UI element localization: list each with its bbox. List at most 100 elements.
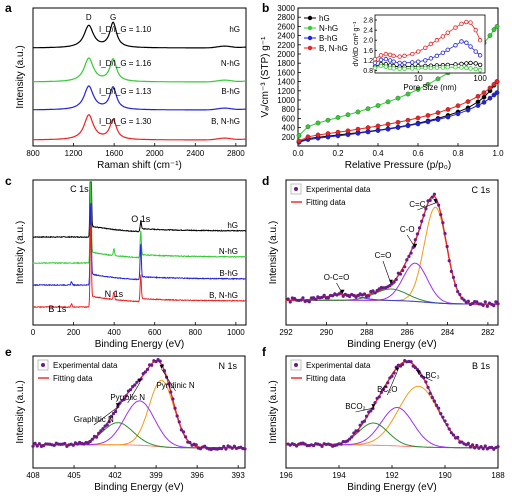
- panel-b-point: [345, 112, 351, 118]
- panel-e-exp-point: [31, 444, 35, 448]
- panel-e-exp-point: [152, 359, 156, 363]
- panel-b-inset-xtick-label: 100: [473, 74, 487, 83]
- panel-a-peak-D: D: [86, 13, 92, 22]
- panel-f-annotation-arrow: [355, 407, 374, 413]
- panel-f-exp-point: [367, 410, 371, 414]
- panel-e-annotation-arrow: [127, 382, 140, 404]
- panel-d-legend-fit: Fitting data: [306, 198, 346, 207]
- panel-e-exp-point: [120, 398, 124, 403]
- panel-f-xtick-label: 196: [279, 471, 293, 480]
- panel-b-point: [465, 107, 471, 113]
- panel-e-exp-point: [232, 444, 236, 448]
- panel-e-exp-point: [54, 441, 58, 445]
- panel-b-point: [435, 110, 441, 116]
- panel-d-exp-point: [441, 221, 445, 225]
- panel-e-xtick-label: 399: [149, 471, 163, 480]
- panel-b-ytick-label: 2200: [277, 41, 295, 50]
- panel-e-exp-point: [99, 429, 103, 433]
- panel-f-exp-point: [468, 445, 473, 449]
- panel-e-xtick-label: 393: [231, 471, 245, 480]
- panel-b-point: [315, 132, 321, 138]
- panel-d-xtick-label: 288: [360, 328, 374, 337]
- panel-d-exp-point: [373, 291, 377, 295]
- panel-f-exp-point: [492, 447, 496, 451]
- panel-b-point: [481, 94, 487, 100]
- panel-e-exp-point: [101, 427, 105, 431]
- panel-b-point: [475, 103, 481, 108]
- panel-d-exp-point: [451, 275, 456, 280]
- panel-d-exp-point: [396, 271, 400, 275]
- panel-b-point: [385, 99, 391, 105]
- panel-a-ratio-label: I_D/I_G = 1.10: [99, 25, 152, 34]
- panel-d-exp-point: [477, 302, 481, 306]
- panel-c-xlabel: Binding Energy (eV): [95, 339, 185, 350]
- panel-a-series-hG: [33, 21, 247, 49]
- panel-b-inset-point: [391, 53, 396, 59]
- panel-b-point: [375, 123, 381, 129]
- panel-c-series-line: [33, 181, 247, 239]
- panel-b-legend-marker: [307, 35, 313, 41]
- panel-b-legend-marker: [307, 45, 313, 51]
- panel-b-point: [491, 82, 497, 87]
- panel-f-exp-point: [348, 437, 352, 441]
- panel-d-exp-point: [409, 251, 413, 255]
- panel-c-frame: [32, 179, 247, 326]
- panel-e-exp-point: [90, 437, 94, 441]
- panel-d-frame: [285, 179, 499, 326]
- panel-f-annotation-label: BCO₂: [345, 402, 365, 411]
- panel-b-point: [375, 103, 381, 108]
- panel-f-exp-point: [430, 395, 434, 400]
- panel-b-inset-point: [387, 58, 393, 63]
- panel-d-exp-point: [460, 296, 464, 300]
- panel-b-inset-point: [397, 54, 402, 59]
- panel-e-exp-point: [126, 389, 130, 393]
- panel-f-exp-point: [432, 399, 436, 403]
- panel-a-xtick-label: 2800: [227, 149, 245, 158]
- panel-f-ylabel: Intensity (a.u.): [268, 380, 279, 443]
- panel-c-series-line: [33, 224, 247, 309]
- panel-b-inset-point: [428, 56, 434, 61]
- panel-b-point: [405, 117, 411, 123]
- panel-d-fit-total: [286, 195, 498, 305]
- panel-b-inset-point: [434, 53, 440, 59]
- panel-e-exp-point: [181, 430, 186, 434]
- panel-b-inset-point: [402, 66, 407, 71]
- panel-e-annotation-head: [115, 403, 120, 408]
- panel-a-xtick-label: 800: [26, 149, 40, 158]
- panel-e-exp-point: [44, 442, 48, 446]
- panel-b-point: [487, 33, 493, 38]
- panel-b-inset-point: [402, 60, 407, 66]
- panel-c-series-label: B, N-hG: [209, 291, 238, 300]
- panel-b-legend-label: B-hG: [319, 34, 338, 43]
- panel-e-exp-point: [111, 411, 116, 416]
- panel-d-exp-point: [494, 300, 498, 304]
- panel-b-point: [385, 126, 391, 132]
- panel-b-inset-point: [397, 60, 402, 66]
- panel-b-inset-point: [410, 60, 415, 65]
- panel-d-exp-point: [424, 207, 428, 211]
- panel-b-inset-point: [445, 30, 450, 35]
- panel-b-inset-point: [372, 60, 378, 66]
- panel-d-exp-point: [328, 293, 333, 298]
- panel-c: c 0 200 400 600 800 1000 Binding Energy (eV) Int…: [5, 174, 247, 350]
- panel-e-exp-point: [109, 414, 114, 418]
- panel-d-exp-point: [462, 298, 466, 302]
- panel-d-exp-point: [485, 304, 489, 308]
- panel-e-exp-point: [131, 385, 135, 389]
- panel-b-inset-point: [473, 66, 478, 72]
- panel-b-inset-ylabel: dV/dD cm³ g⁻¹: [353, 21, 360, 67]
- panel-d-annotation-arrow: [406, 234, 416, 248]
- panel-b-inset-point: [468, 66, 473, 71]
- panel-b-inset-point: [416, 66, 421, 71]
- panel-d-exp-point: [439, 212, 443, 217]
- panel-f-exp-point: [286, 442, 290, 446]
- panel-f-exp-point: [443, 419, 447, 423]
- panel-b-ytick-label: 3000: [277, 4, 295, 13]
- panel-b-inset-point: [445, 47, 450, 52]
- panel-f-annotation-head: [395, 367, 400, 372]
- panel-d-title: C 1s: [471, 185, 490, 195]
- panel-b-point: [475, 93, 481, 99]
- panel-label-b: b: [262, 1, 269, 15]
- panel-d-xlabel: Binding Energy (eV): [347, 339, 437, 350]
- panel-d-exp-point: [301, 296, 305, 300]
